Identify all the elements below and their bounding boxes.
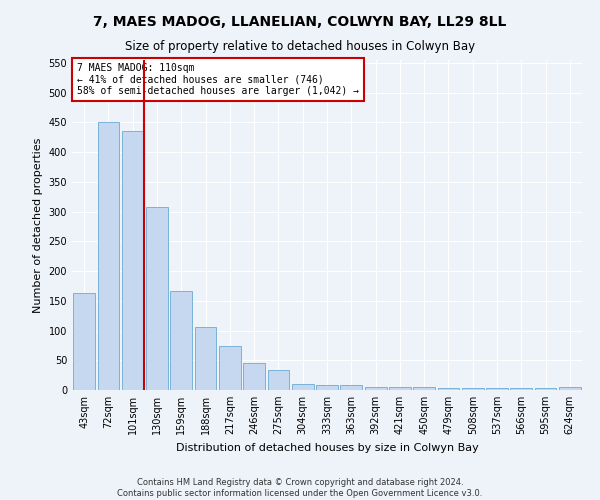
Text: Size of property relative to detached houses in Colwyn Bay: Size of property relative to detached ho… xyxy=(125,40,475,53)
Bar xyxy=(559,387,581,390)
Bar xyxy=(97,122,119,390)
Bar xyxy=(146,208,168,390)
Text: 7 MAES MADOG: 110sqm
← 41% of detached houses are smaller (746)
58% of semi-deta: 7 MAES MADOG: 110sqm ← 41% of detached h… xyxy=(77,64,359,96)
Bar xyxy=(73,293,95,390)
Bar xyxy=(462,388,484,390)
Bar xyxy=(535,388,556,390)
Bar xyxy=(511,388,532,390)
Bar xyxy=(316,385,338,390)
Bar xyxy=(292,384,314,390)
Bar xyxy=(437,388,460,390)
Bar xyxy=(122,132,143,390)
X-axis label: Distribution of detached houses by size in Colwyn Bay: Distribution of detached houses by size … xyxy=(176,442,478,452)
Y-axis label: Number of detached properties: Number of detached properties xyxy=(33,138,43,312)
Bar xyxy=(219,346,241,390)
Bar xyxy=(268,370,289,390)
Bar xyxy=(243,363,265,390)
Text: 7, MAES MADOG, LLANELIAN, COLWYN BAY, LL29 8LL: 7, MAES MADOG, LLANELIAN, COLWYN BAY, LL… xyxy=(94,15,506,29)
Bar xyxy=(413,387,435,390)
Bar xyxy=(365,387,386,390)
Bar xyxy=(486,388,508,390)
Bar xyxy=(340,385,362,390)
Bar xyxy=(170,290,192,390)
Text: Contains HM Land Registry data © Crown copyright and database right 2024.
Contai: Contains HM Land Registry data © Crown c… xyxy=(118,478,482,498)
Bar xyxy=(389,387,411,390)
Bar xyxy=(194,327,217,390)
